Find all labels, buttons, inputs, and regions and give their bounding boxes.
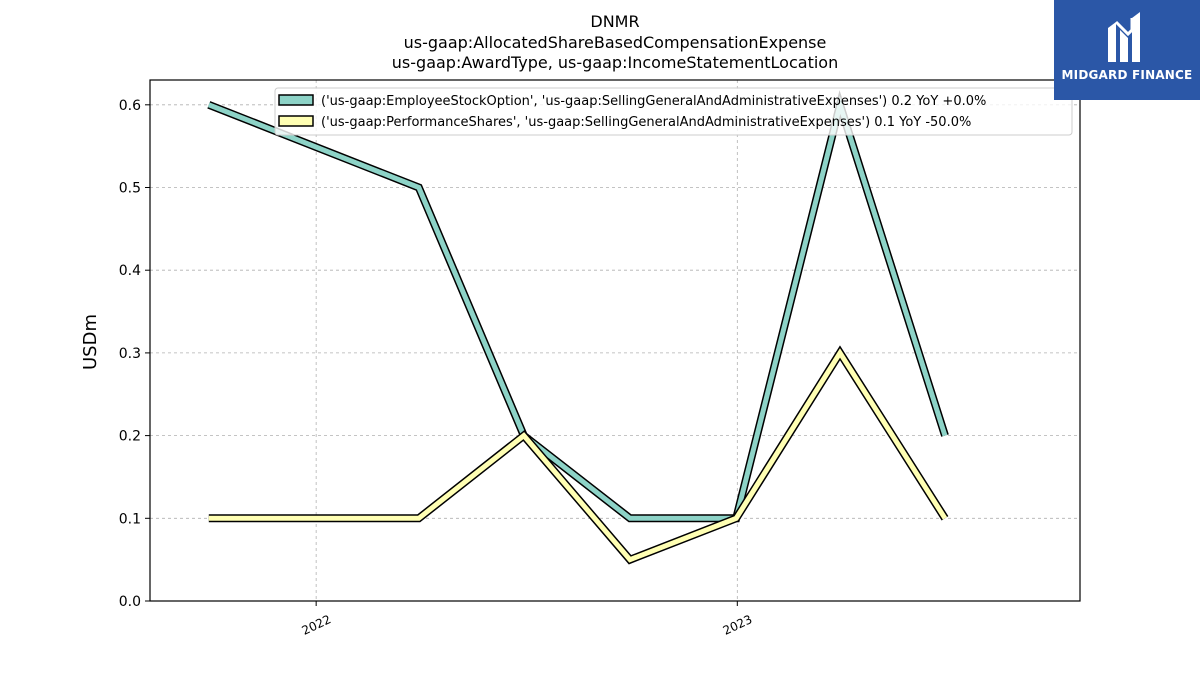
chart-title-line-3: us-gaap:AwardType, us-gaap:IncomeStateme…: [392, 53, 838, 72]
series-outline-0: [207, 90, 949, 523]
legend-swatch: [278, 94, 314, 106]
chart-title-line-2: us-gaap:AllocatedShareBasedCompensationE…: [404, 33, 827, 52]
brand-logo-text: MIDGARD FINANCE: [1061, 68, 1193, 82]
legend-swatch: [278, 115, 314, 127]
x-tick-label: 2023: [721, 612, 755, 638]
y-tick-label: 0.2: [119, 429, 141, 445]
grid: [150, 80, 1080, 602]
y-tick-label: 0.3: [119, 346, 141, 362]
series-outline-1: [208, 345, 949, 565]
x-tick-label: 2022: [300, 612, 334, 638]
y-tick-label: 0.0: [119, 594, 141, 610]
y-axis-label: USDm: [80, 314, 101, 370]
axes: 0.0 0.1 0.2 0.3 0.4 0.5 0.6 2022 2023: [119, 79, 1081, 638]
series-lines: [207, 90, 949, 565]
series-line-1: [208, 348, 948, 563]
y-tick-label: 0.4: [119, 263, 141, 279]
y-tick-label: 0.5: [119, 181, 141, 197]
plot-frame: [149, 79, 1081, 602]
midgard-logo-icon: [1108, 12, 1140, 62]
legend-entry-label: ('us-gaap:PerformanceShares', 'us-gaap:S…: [321, 115, 971, 130]
chart-title: DNMR us-gaap:AllocatedShareBasedCompensa…: [392, 12, 838, 72]
legend-entry-label: ('us-gaap:EmployeeStockOption', 'us-gaap…: [321, 94, 986, 109]
y-tick-label: 0.1: [119, 511, 141, 527]
series-line-0: [207, 95, 948, 521]
legend: ('us-gaap:EmployeeStockOption', 'us-gaap…: [274, 87, 1073, 136]
brand-logo: MIDGARD FINANCE: [1054, 0, 1200, 100]
y-tick-label: 0.6: [119, 98, 141, 114]
chart-title-line-1: DNMR: [590, 12, 639, 31]
legend-box: [274, 87, 1073, 136]
